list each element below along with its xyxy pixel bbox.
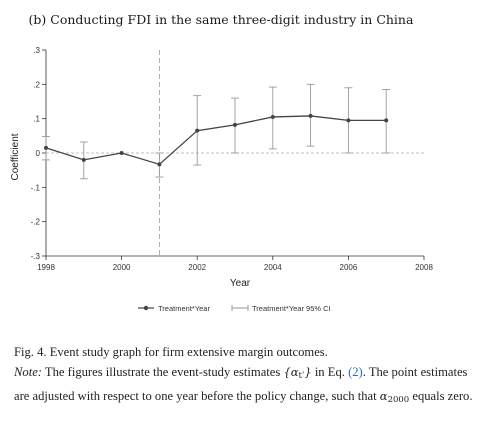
- data-point: [119, 151, 124, 155]
- data-point: [195, 128, 200, 133]
- note-text-2: in Eq.: [314, 365, 345, 379]
- note-label: Note:: [14, 365, 42, 379]
- note-text-4: equals zero.: [412, 389, 473, 403]
- x-tick-label: 2004: [264, 263, 282, 272]
- caption-note: Note: The figures illustrate the event-s…: [14, 362, 474, 410]
- x-tick-label: 2006: [340, 263, 358, 272]
- x-tick-label: 1998: [37, 263, 55, 272]
- legend-label-treatment: Treatment*Year: [158, 304, 210, 313]
- y-tick-label: -.2: [31, 218, 41, 227]
- y-axis: .3 .2 .1 0 -.1 -.2 -.3: [31, 46, 46, 261]
- figure-caption: Fig. 4. Event study graph for firm exten…: [14, 342, 474, 410]
- event-study-chart: (b) Conducting FDI in the same three-dig…: [10, 12, 433, 313]
- data-point: [270, 114, 275, 119]
- caption-title: Fig. 4. Event study graph for firm exten…: [14, 345, 328, 359]
- x-tick-label: 2008: [415, 263, 433, 272]
- reference-lines: [46, 50, 424, 256]
- data-point: [157, 162, 162, 167]
- y-tick-label: .3: [33, 46, 40, 55]
- x-tick-label: 2000: [113, 263, 131, 272]
- legend-label-ci: Treatment*Year 95% CI: [252, 304, 331, 313]
- data-point: [81, 157, 86, 162]
- data-point: [384, 118, 389, 123]
- y-tick-label: -.1: [31, 183, 41, 192]
- y-tick-label: .1: [33, 115, 40, 124]
- x-axis: 1998 2000 2002 2004 2006 2008: [37, 256, 433, 272]
- chart-title: (b) Conducting FDI in the same three-dig…: [29, 12, 414, 27]
- data-points: [44, 113, 389, 167]
- data-point: [308, 113, 313, 118]
- data-point: [44, 145, 48, 150]
- y-tick-label: -.3: [31, 252, 41, 261]
- series-line-treatment: [45, 115, 387, 166]
- y-tick-label: 0: [36, 149, 41, 158]
- legend-entry-treatment: Treatment*Year: [138, 304, 210, 313]
- note-text-3: . The point estimates are adjusted with …: [14, 365, 468, 403]
- data-point: [233, 122, 237, 127]
- y-axis-label: Coefficient: [10, 133, 21, 180]
- confidence-interval-bars: [42, 83, 391, 180]
- y-tick-label: .2: [33, 80, 40, 89]
- equation-link[interactable]: (2): [348, 365, 363, 379]
- legend-entry-ci: Treatment*Year 95% CI: [231, 304, 331, 313]
- legend-point-swatch: [143, 305, 149, 311]
- math-estimates: {αtʹ}: [283, 365, 312, 381]
- data-point: [346, 118, 351, 123]
- series-line-group: [45, 115, 387, 166]
- math-alpha: α2000: [379, 389, 410, 405]
- note-text-1: The figures illustrate the event-study e…: [44, 365, 281, 379]
- legend: Treatment*Year Treatment*Year 95% CI: [138, 304, 331, 313]
- x-tick-label: 2002: [188, 263, 206, 272]
- x-axis-label: Year: [230, 278, 251, 289]
